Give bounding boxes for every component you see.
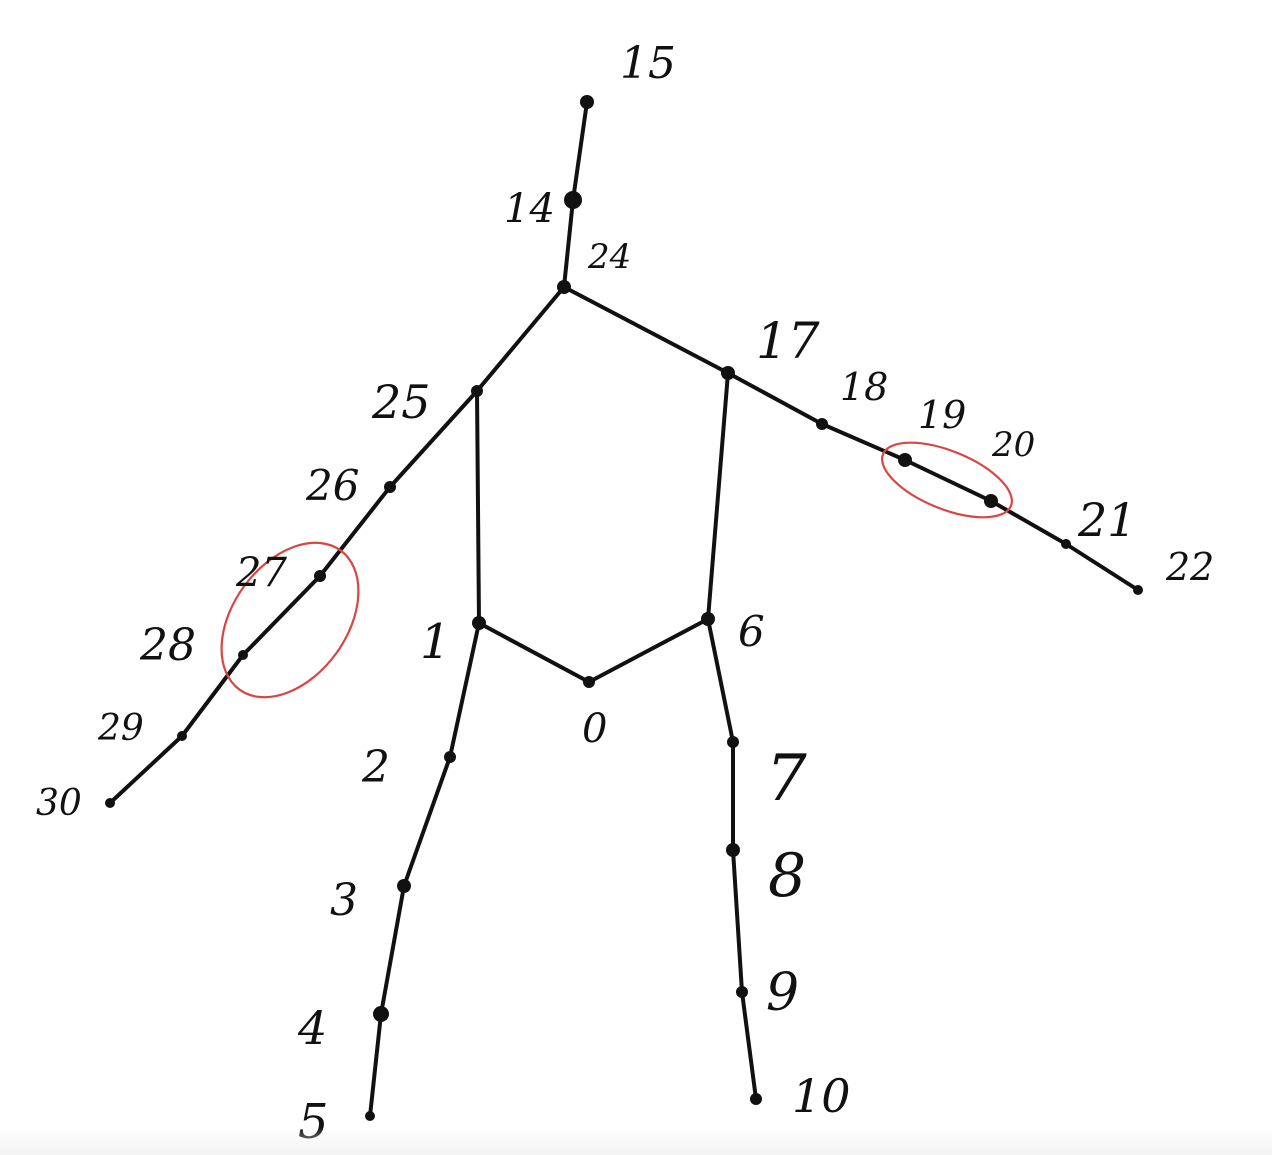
joint-7 bbox=[727, 736, 739, 748]
bone-25-1 bbox=[475, 389, 481, 625]
joint-label-10: 10 bbox=[792, 1069, 851, 1123]
joint-0 bbox=[583, 676, 595, 688]
joint-26 bbox=[384, 481, 396, 493]
bone-14-24 bbox=[562, 198, 575, 289]
bone-6-7 bbox=[706, 617, 735, 744]
joint-label-6: 6 bbox=[738, 607, 765, 656]
joint-27 bbox=[314, 570, 326, 582]
joint-label-24: 24 bbox=[587, 237, 631, 277]
joint-label-22: 22 bbox=[1165, 545, 1214, 589]
bone-2-3 bbox=[402, 755, 452, 888]
joint-label-28: 28 bbox=[139, 620, 196, 671]
joint-19 bbox=[898, 453, 912, 467]
highlight-ellipse-19-20 bbox=[881, 441, 1013, 519]
bone-8-9 bbox=[731, 848, 744, 994]
bottom-fade bbox=[0, 1127, 1272, 1155]
bone-21-22 bbox=[1064, 542, 1140, 592]
bone-24-25 bbox=[475, 285, 566, 393]
joint-14 bbox=[564, 191, 582, 209]
joint-label-25: 25 bbox=[371, 375, 431, 429]
joint-5 bbox=[365, 1111, 375, 1121]
joint-18 bbox=[816, 418, 828, 430]
bone-29-30 bbox=[108, 734, 184, 805]
bones-layer bbox=[108, 100, 1140, 1118]
joint-label-27: 27 bbox=[235, 550, 287, 596]
joint-3 bbox=[397, 879, 411, 893]
bone-0-6 bbox=[587, 617, 710, 684]
joint-label-21: 21 bbox=[1077, 493, 1137, 547]
labels-layer: 0123456789101415171819202122242526272829… bbox=[36, 38, 1214, 1150]
bone-17-6 bbox=[706, 371, 730, 621]
joint-29 bbox=[177, 731, 187, 741]
bone-24-17 bbox=[562, 285, 730, 375]
bone-17-18 bbox=[726, 371, 824, 426]
joint-label-1: 1 bbox=[420, 614, 451, 670]
joint-15 bbox=[580, 95, 594, 109]
bone-19-20 bbox=[903, 458, 993, 503]
bone-15-14 bbox=[571, 100, 589, 202]
joint-10 bbox=[750, 1093, 762, 1105]
joint-8 bbox=[726, 843, 740, 857]
joint-20 bbox=[984, 494, 998, 508]
bone-26-27 bbox=[318, 485, 392, 578]
joint-label-14: 14 bbox=[504, 186, 555, 232]
joint-17 bbox=[721, 366, 735, 380]
bone-3-4 bbox=[379, 884, 406, 1016]
highlight-layer bbox=[220, 441, 1013, 699]
joint-label-0: 0 bbox=[582, 706, 607, 752]
joint-label-29: 29 bbox=[97, 708, 144, 749]
joint-30 bbox=[105, 798, 115, 808]
joint-4 bbox=[373, 1006, 389, 1022]
highlight-ellipse-27-28 bbox=[220, 541, 360, 699]
joint-label-18: 18 bbox=[840, 365, 888, 409]
joint-label-8: 8 bbox=[768, 841, 806, 911]
bone-27-28 bbox=[241, 574, 322, 657]
joint-1 bbox=[472, 616, 486, 630]
joint-label-19: 19 bbox=[918, 393, 966, 437]
joint-28 bbox=[238, 650, 248, 660]
bone-9-10 bbox=[740, 990, 758, 1101]
joint-22 bbox=[1133, 585, 1143, 595]
joint-label-26: 26 bbox=[305, 461, 359, 510]
bone-1-2 bbox=[448, 621, 481, 759]
bone-18-19 bbox=[820, 422, 907, 462]
joint-24 bbox=[557, 280, 571, 294]
joint-label-3: 3 bbox=[330, 875, 358, 926]
bone-4-5 bbox=[368, 1012, 383, 1118]
bone-28-29 bbox=[180, 653, 245, 738]
joint-9 bbox=[736, 986, 748, 998]
joint-label-17: 17 bbox=[756, 312, 820, 370]
joint-label-4: 4 bbox=[297, 1001, 327, 1055]
joint-label-15: 15 bbox=[620, 38, 676, 89]
joint-25 bbox=[471, 385, 483, 397]
joint-2 bbox=[444, 751, 456, 763]
joint-label-2: 2 bbox=[361, 742, 390, 793]
bone-25-26 bbox=[388, 389, 479, 489]
bone-1-0 bbox=[477, 621, 591, 684]
joint-label-9: 9 bbox=[766, 963, 799, 1023]
joint-21 bbox=[1061, 539, 1071, 549]
bone-20-21 bbox=[989, 499, 1068, 546]
joint-label-20: 20 bbox=[991, 425, 1035, 465]
joint-label-7: 7 bbox=[766, 742, 807, 816]
joint-6 bbox=[701, 612, 715, 626]
joint-label-30: 30 bbox=[36, 783, 82, 824]
joints-layer bbox=[105, 95, 1143, 1121]
